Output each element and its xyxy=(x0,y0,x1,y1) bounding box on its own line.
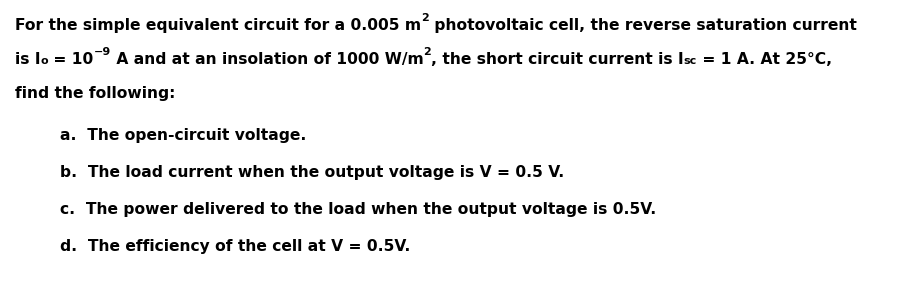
Text: o: o xyxy=(41,56,48,66)
Text: sc: sc xyxy=(684,56,697,66)
Text: A and at an insolation of 1000 W/m: A and at an insolation of 1000 W/m xyxy=(111,52,423,67)
Text: c.  The power delivered to the load when the output voltage is 0.5V.: c. The power delivered to the load when … xyxy=(60,202,656,217)
Text: a.  The open-circuit voltage.: a. The open-circuit voltage. xyxy=(60,128,307,143)
Text: find the following:: find the following: xyxy=(15,86,176,101)
Text: = 10: = 10 xyxy=(48,52,93,67)
Text: = 1 A. At 25°C,: = 1 A. At 25°C, xyxy=(697,52,833,67)
Text: 2: 2 xyxy=(423,47,432,57)
Text: 2: 2 xyxy=(421,13,429,23)
Text: −9: −9 xyxy=(93,47,111,57)
Text: is I: is I xyxy=(15,52,41,67)
Text: , the short circuit current is I: , the short circuit current is I xyxy=(432,52,684,67)
Text: b.  The load current when the output voltage is V = 0.5 V.: b. The load current when the output volt… xyxy=(60,165,565,180)
Text: For the simple equivalent circuit for a 0.005 m: For the simple equivalent circuit for a … xyxy=(15,18,421,33)
Text: d.  The efficiency of the cell at V = 0.5V.: d. The efficiency of the cell at V = 0.5… xyxy=(60,239,410,254)
Text: photovoltaic cell, the reverse saturation current: photovoltaic cell, the reverse saturatio… xyxy=(429,18,857,33)
